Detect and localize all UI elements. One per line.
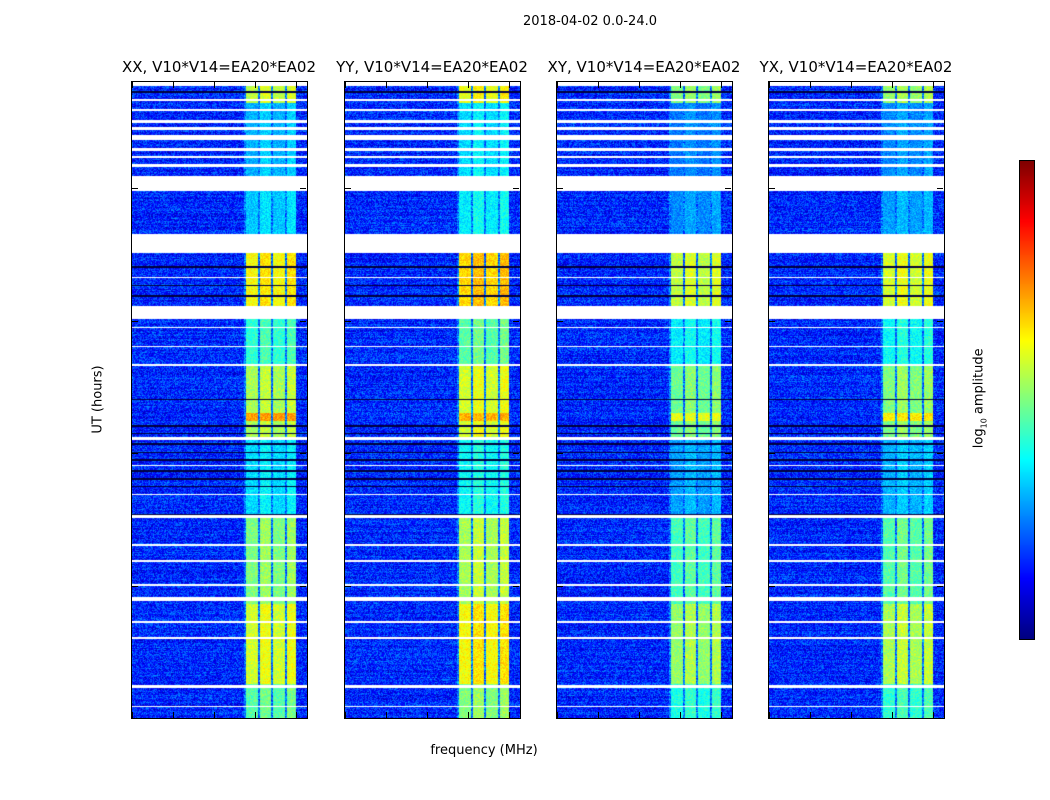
y-tick-mark [725,453,731,454]
heatmap-image [132,82,307,718]
x-tick-mark [509,712,511,718]
x-tick-mark [386,712,388,718]
y-tick-mark [300,453,306,454]
x-tick-mark [173,82,175,88]
x-tick-mark [296,82,298,88]
y-tick-mark [345,453,351,454]
y-tick-mark [345,585,351,587]
panel-title: YY, V10*V14=EA20*EA02 [336,58,528,76]
x-tick-mark [296,712,298,718]
x-tick-mark [892,82,894,88]
x-tick-mark [639,712,641,718]
x-tick-mark [427,82,429,88]
x-tick-mark [345,82,346,88]
x-tick-mark [851,712,853,718]
y-tick-mark [937,718,943,719]
x-tick-mark [933,82,935,88]
x-tick-mark [345,712,346,718]
y-tick-mark [513,453,519,454]
x-tick-mark [173,712,175,718]
heatmap-image [769,82,944,718]
x-tick-mark [255,712,257,718]
y-tick-mark [557,188,563,189]
x-tick-mark [892,712,894,718]
y-tick-mark [769,453,775,454]
heatmap-panel [344,81,521,719]
y-tick-mark [937,320,943,322]
heatmap-panel [556,81,733,719]
y-tick-mark [725,188,731,189]
colorbar [1019,160,1035,640]
y-tick-mark [769,718,775,719]
heatmap-image [345,82,520,718]
y-tick-mark [132,188,138,189]
y-tick-mark [345,718,351,719]
y-tick-mark [725,585,731,587]
x-tick-mark [214,712,216,718]
x-tick-mark [721,82,723,88]
x-tick-mark [680,82,682,88]
x-tick-mark [680,712,682,718]
x-tick-mark [721,712,723,718]
x-tick-mark [557,82,558,88]
y-tick-mark [769,320,775,322]
x-tick-mark [468,712,470,718]
x-tick-mark [598,82,600,88]
y-tick-mark [300,585,306,587]
y-tick-mark [513,188,519,189]
x-tick-mark [214,82,216,88]
y-tick-mark [937,585,943,587]
x-tick-mark [933,712,935,718]
figure-title: 2018-04-02 0.0-24.0 [523,14,657,29]
y-tick-mark [513,718,519,719]
panel-title: YX, V10*V14=EA20*EA02 [759,58,953,76]
y-tick-mark [300,320,306,322]
x-tick-mark [851,82,853,88]
x-tick-mark [557,712,558,718]
x-tick-mark [386,82,388,88]
panel-title: XY, V10*V14=EA20*EA02 [547,58,741,76]
heatmap-panel [131,81,308,719]
y-tick-mark [132,453,138,454]
y-tick-mark [769,585,775,587]
y-tick-mark [300,718,306,719]
x-tick-mark [769,82,770,88]
y-tick-mark [557,320,563,322]
y-tick-mark [345,320,351,322]
y-tick-mark [725,718,731,719]
y-tick-mark [132,320,138,322]
heatmap-image [557,82,732,718]
x-tick-mark [598,712,600,718]
x-tick-mark [132,82,133,88]
y-axis-label: UT (hours) [90,365,106,434]
x-tick-mark [639,82,641,88]
x-tick-mark [427,712,429,718]
y-tick-mark [937,188,943,189]
y-tick-mark [557,453,563,454]
x-tick-mark [255,82,257,88]
x-tick-mark [810,712,812,718]
panel-title: XX, V10*V14=EA20*EA02 [121,58,316,76]
x-tick-mark [468,82,470,88]
colorbar-label: log10 amplitude [971,348,989,449]
y-tick-mark [725,320,731,322]
x-tick-mark [769,712,770,718]
y-tick-mark [132,718,138,719]
heatmap-panel [768,81,945,719]
y-tick-mark [513,320,519,322]
x-axis-label: frequency (MHz) [430,743,538,758]
y-tick-mark [513,585,519,587]
y-tick-mark [557,585,563,587]
x-tick-mark [509,82,511,88]
y-tick-mark [557,718,563,719]
y-tick-mark [937,453,943,454]
y-tick-mark [345,188,351,189]
y-tick-mark [132,585,138,587]
x-tick-mark [132,712,133,718]
y-tick-mark [769,188,775,189]
x-tick-mark [810,82,812,88]
y-tick-mark [300,188,306,189]
